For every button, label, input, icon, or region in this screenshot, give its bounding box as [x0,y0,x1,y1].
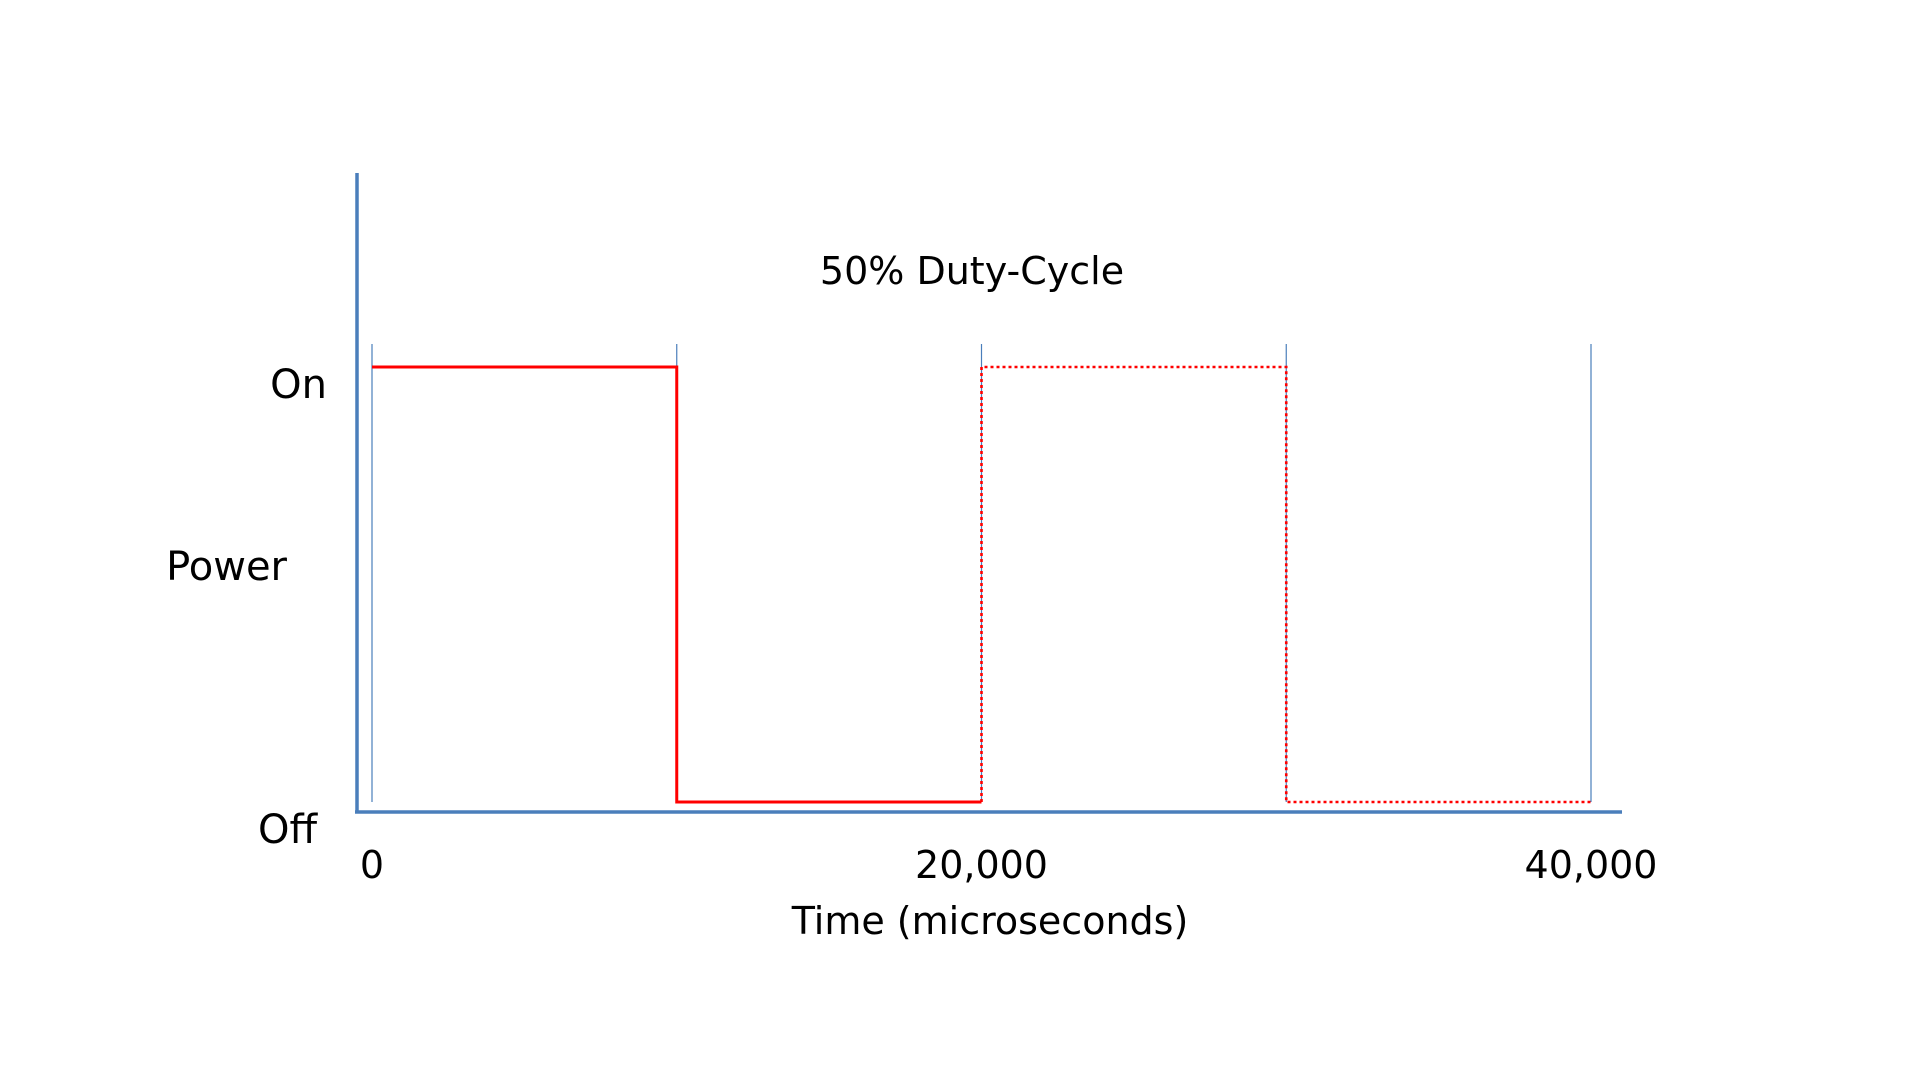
y-level-label-off: Off [258,807,318,853]
x-tick-label: 0 [360,843,384,887]
x-tick-label: 40,000 [1525,843,1658,887]
chart-title: 50% Duty-Cycle [820,249,1124,293]
x-axis-label: Time (microseconds) [791,899,1189,943]
x-tick-label: 20,000 [915,843,1048,887]
y-level-label-on: On [270,362,327,408]
y-axis-label: Power [166,544,287,590]
axes [355,173,1622,814]
signal-segment-dotted [980,365,1591,804]
signal-segment-solid [372,365,982,804]
series-group [372,365,1591,804]
x-tick-labels: 0 20,000 40,000 [360,843,1658,887]
